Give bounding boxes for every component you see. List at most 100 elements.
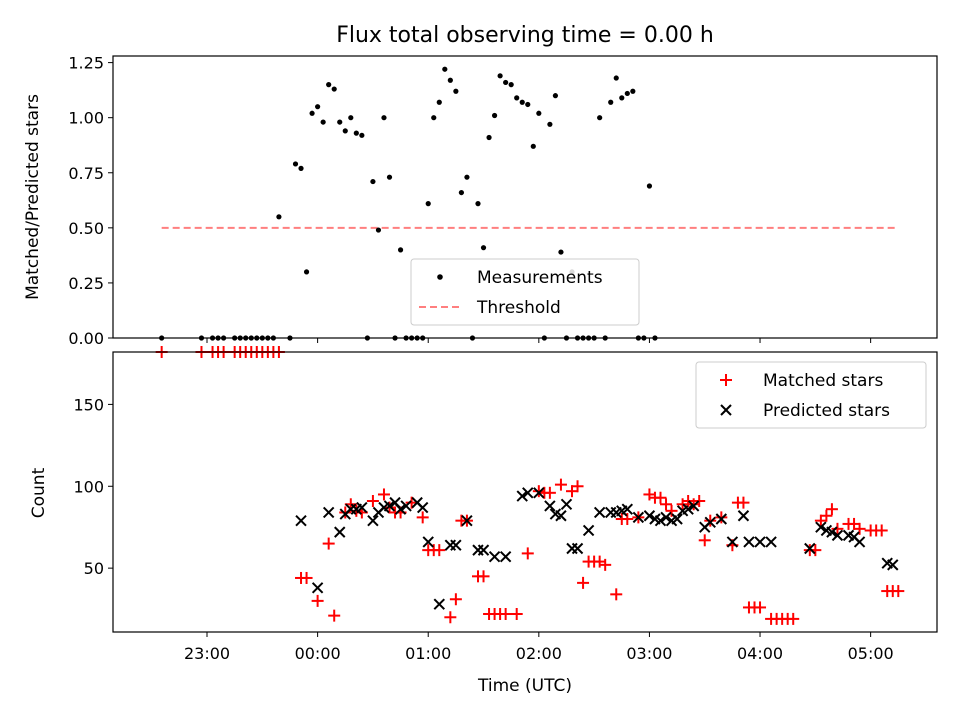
predicted-star-marker [560, 498, 573, 510]
measurement-point [475, 201, 481, 207]
matched-star-marker [704, 514, 717, 527]
matched-star-marker [477, 570, 490, 583]
measurement-point [491, 112, 498, 119]
measurement-point [337, 119, 343, 125]
predicted-star-marker [815, 521, 827, 533]
matched-star-marker [405, 496, 418, 509]
bottom-xtick-label: 00:00 [295, 644, 341, 663]
predicted-star-marker [544, 500, 556, 512]
matched-star-marker [698, 534, 711, 547]
legend-plus-marker [720, 374, 732, 386]
measurement-point [342, 128, 348, 134]
top-ytick-label: 1.00 [68, 109, 104, 128]
matched-star-marker [449, 593, 462, 606]
predicted-star-marker [295, 514, 307, 527]
legend-predicted-label: Predicted stars [763, 401, 890, 421]
predicted-star-marker [394, 503, 407, 515]
matched-star-marker [322, 537, 335, 550]
legend-threshold-label: Threshold [476, 298, 561, 318]
matched-star-marker [377, 488, 390, 501]
predicted-star-marker [660, 511, 672, 524]
measurement-point [619, 95, 625, 101]
top-legend: Measurements Threshold [410, 258, 640, 326]
measurement-point [381, 115, 387, 121]
measurement-point [552, 93, 559, 99]
matched-star-marker [366, 495, 379, 508]
measurement-point [353, 130, 359, 136]
predicted-star-marker [356, 501, 368, 514]
measurement-point [458, 189, 465, 196]
matched-star-marker [693, 495, 706, 508]
measurement-point [547, 121, 553, 127]
matched-star-marker [737, 496, 750, 509]
measurement-point [514, 95, 520, 101]
matched-star-marker [300, 571, 313, 584]
bottom-ylabel: Count [29, 467, 49, 518]
measurement-point [464, 174, 470, 180]
measurement-point [331, 86, 337, 92]
matched-star-marker [787, 612, 800, 625]
measurement-point [624, 90, 630, 97]
measurement-point [597, 115, 603, 121]
matched-star-marker [715, 511, 728, 524]
predicted-star-marker [887, 559, 899, 571]
bottom-ytick-label: 100 [73, 477, 104, 496]
predicted-star-marker [450, 539, 462, 551]
predicted-star-marker [499, 550, 512, 563]
measurement-point [530, 143, 536, 149]
measurement-point [436, 99, 442, 105]
bottom-xtick-label: 01:00 [405, 644, 451, 663]
matched-star-marker [820, 509, 833, 522]
measurement-point [431, 115, 437, 121]
bottom-xtick-label: 03:00 [626, 644, 672, 663]
matched-star-marker [831, 522, 844, 535]
bottom-xtick-label: 04:00 [737, 644, 783, 663]
measurement-point [359, 132, 365, 138]
bottom-legend: Matched stars Predicted stars [695, 361, 927, 429]
predicted-star-marker [831, 529, 844, 542]
predicted-star-marker [488, 550, 501, 563]
measurement-point [276, 214, 282, 220]
measurement-point [497, 73, 503, 79]
measurement-point [508, 82, 514, 88]
measurement-point [503, 79, 509, 86]
predicted-star-marker [643, 510, 656, 522]
matched-star-marker [825, 503, 838, 516]
predicted-star-marker [477, 544, 490, 556]
measurement-point [480, 245, 487, 251]
measurement-point [315, 104, 321, 110]
matched-star-marker [510, 607, 523, 620]
matched-star-marker [339, 506, 352, 519]
matched-star-marker [660, 498, 673, 511]
measurement-point [608, 99, 614, 105]
matched-star-marker [577, 576, 590, 589]
measurement-point [397, 247, 404, 253]
matched-star-marker [754, 601, 767, 614]
predicted-star-marker [383, 500, 396, 512]
measurement-point [303, 269, 310, 275]
bottom-xtick-label: 02:00 [516, 644, 562, 663]
predicted-star-marker [461, 514, 473, 527]
measurement-point [326, 82, 332, 88]
top-ytick-label: 0.50 [68, 219, 104, 238]
chart-title: Flux total observing time = 0.00 h [336, 23, 714, 48]
legend-x-marker [720, 404, 732, 416]
predicted-star-marker [715, 513, 728, 525]
measurement-point [447, 77, 453, 83]
predicted-star-marker [367, 514, 379, 527]
measurement-point [630, 88, 636, 94]
matched-star-marker [875, 524, 888, 537]
bottom-plot-area: 50 100 150 23:00 00:00 01:00 02:00 03:00 04:00 05… [73, 346, 905, 663]
bottom-xtick-label: 05:00 [848, 644, 894, 663]
predicted-star-marker [632, 511, 645, 524]
predicted-star-marker [593, 506, 606, 519]
predicted-star-marker [621, 503, 634, 515]
top-ytick-label: 0.75 [68, 164, 104, 183]
top-axes-frame [112, 55, 938, 339]
legend-measurements-label: Measurements [477, 268, 603, 288]
predicted-star-marker [682, 503, 694, 515]
bottom-ytick-label: 50 [84, 559, 104, 578]
predicted-star-marker [571, 542, 584, 555]
top-ytick-label: 0.25 [68, 274, 104, 293]
top-ytick-label: 1.25 [68, 54, 104, 73]
